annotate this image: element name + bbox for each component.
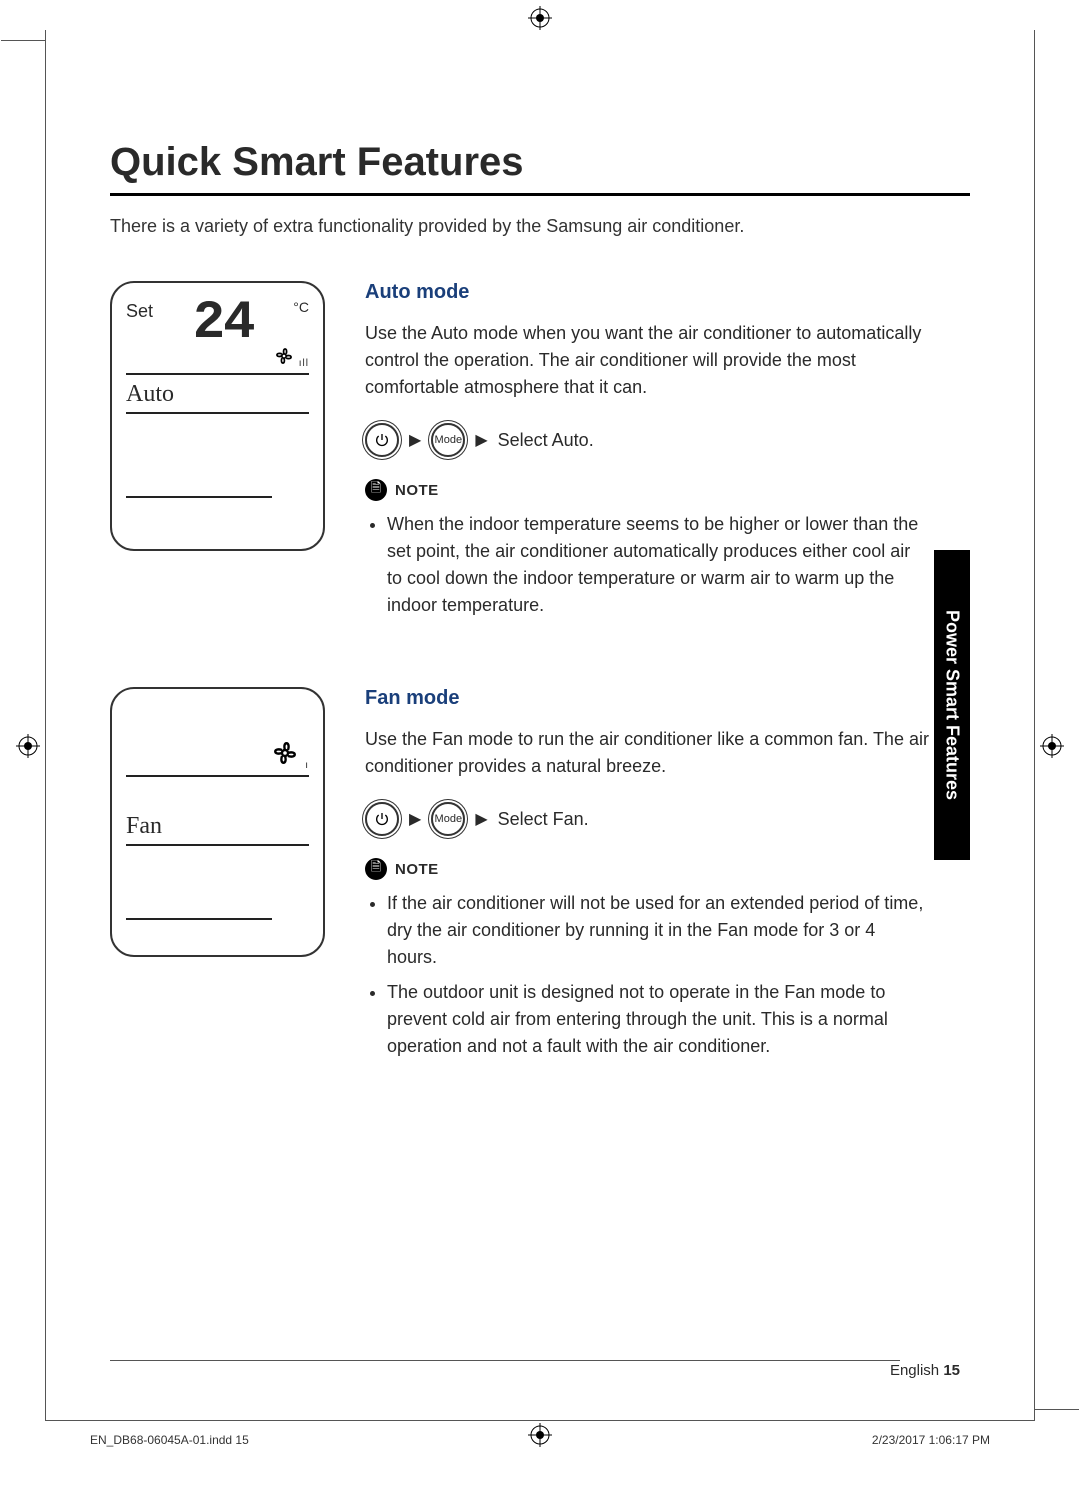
mode-button: Mode (431, 802, 465, 836)
set-label: Set (126, 301, 153, 322)
note-icon: 🗎 (365, 858, 387, 880)
footer-text: English 15 (890, 1362, 960, 1379)
note-item: When the indoor temperature seems to be … (387, 511, 930, 619)
fan-icon (271, 343, 297, 369)
title-rule (110, 193, 970, 196)
feature-desc-auto: Use the Auto mode when you want the air … (365, 320, 930, 401)
step-row-fan: ▶ Mode ▶ Select Fan. (365, 802, 930, 836)
fan-speed-bars: ıll (299, 358, 309, 369)
feature-title-fan: Fan mode (365, 687, 930, 710)
page-content: Quick Smart Features There is a variety … (110, 140, 970, 1361)
intro-text: There is a variety of extra functionalit… (110, 216, 970, 237)
note-list-fan: If the air conditioner will not be used … (365, 890, 930, 1060)
mode-label-auto: Auto (126, 381, 309, 408)
print-datetime: 2/23/2017 1:06:17 PM (872, 1433, 990, 1447)
power-icon (365, 423, 399, 457)
note-icon: 🗎 (365, 479, 387, 501)
select-fan-text: Select Fan. (498, 809, 589, 830)
arrow-icon: ▶ (409, 430, 421, 450)
registration-mark-top (528, 6, 552, 30)
temp-unit: °C (293, 299, 309, 315)
power-icon (365, 802, 399, 836)
mode-button: Mode (431, 423, 465, 457)
mode-label-fan: Fan (126, 813, 309, 840)
registration-mark-bottom (528, 1423, 552, 1447)
feature-auto: Set 24 °C ıll Auto Auto mode Use the Aut… (110, 281, 970, 627)
page-title: Quick Smart Features (110, 140, 970, 185)
side-tab: Power Smart Features (934, 550, 970, 860)
feature-fan: ı Fan Fan mode Use the Fan mode to run t… (110, 687, 970, 1068)
note-label: NOTE (395, 482, 439, 499)
fan-speed-bars: ı (305, 760, 309, 771)
note-label: NOTE (395, 861, 439, 878)
footer-lang: English (890, 1362, 939, 1379)
note-list-auto: When the indoor temperature seems to be … (365, 511, 930, 619)
remote-panel-auto: Set 24 °C ıll Auto (110, 281, 325, 551)
arrow-icon: ▶ (475, 430, 487, 450)
feature-title-auto: Auto mode (365, 281, 930, 304)
footer-rule (110, 1360, 900, 1361)
step-row-auto: ▶ Mode ▶ Select Auto. (365, 423, 930, 457)
arrow-icon: ▶ (475, 809, 487, 829)
footer-page: 15 (943, 1362, 960, 1379)
remote-panel-fan: ı Fan (110, 687, 325, 957)
registration-mark-right (1040, 734, 1064, 758)
temp-value: 24 (159, 297, 287, 351)
registration-mark-left (16, 734, 40, 758)
fan-icon (267, 735, 303, 771)
feature-desc-fan: Use the Fan mode to run the air conditio… (365, 726, 930, 780)
note-item: The outdoor unit is designed not to oper… (387, 979, 930, 1060)
print-file: EN_DB68-06045A-01.indd 15 (90, 1433, 249, 1447)
arrow-icon: ▶ (409, 809, 421, 829)
note-item: If the air conditioner will not be used … (387, 890, 930, 971)
select-auto-text: Select Auto. (498, 430, 594, 451)
